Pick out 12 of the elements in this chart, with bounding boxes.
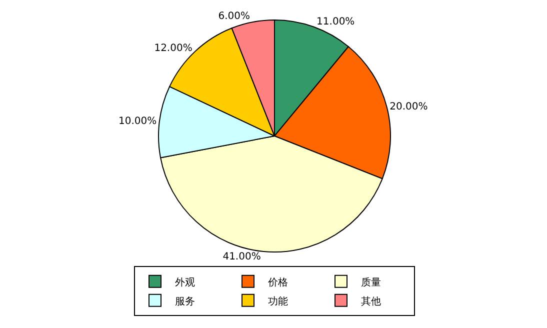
legend-label: 质量 [361, 276, 381, 288]
data-label: 11.00% [316, 16, 355, 28]
data-label: 41.00% [222, 251, 261, 262]
legend-label: 功能 [268, 295, 288, 308]
legend-label: 服务 [175, 295, 195, 308]
legend-label: 外观 [175, 277, 195, 288]
data-label: 12.00% [154, 43, 192, 54]
legend-label: 价格 [267, 276, 288, 288]
legend-label: 其他 [361, 295, 381, 308]
data-label: 6.00% [218, 11, 250, 22]
data-label: 20.00% [390, 101, 428, 112]
data-label: 10.00% [118, 116, 157, 127]
